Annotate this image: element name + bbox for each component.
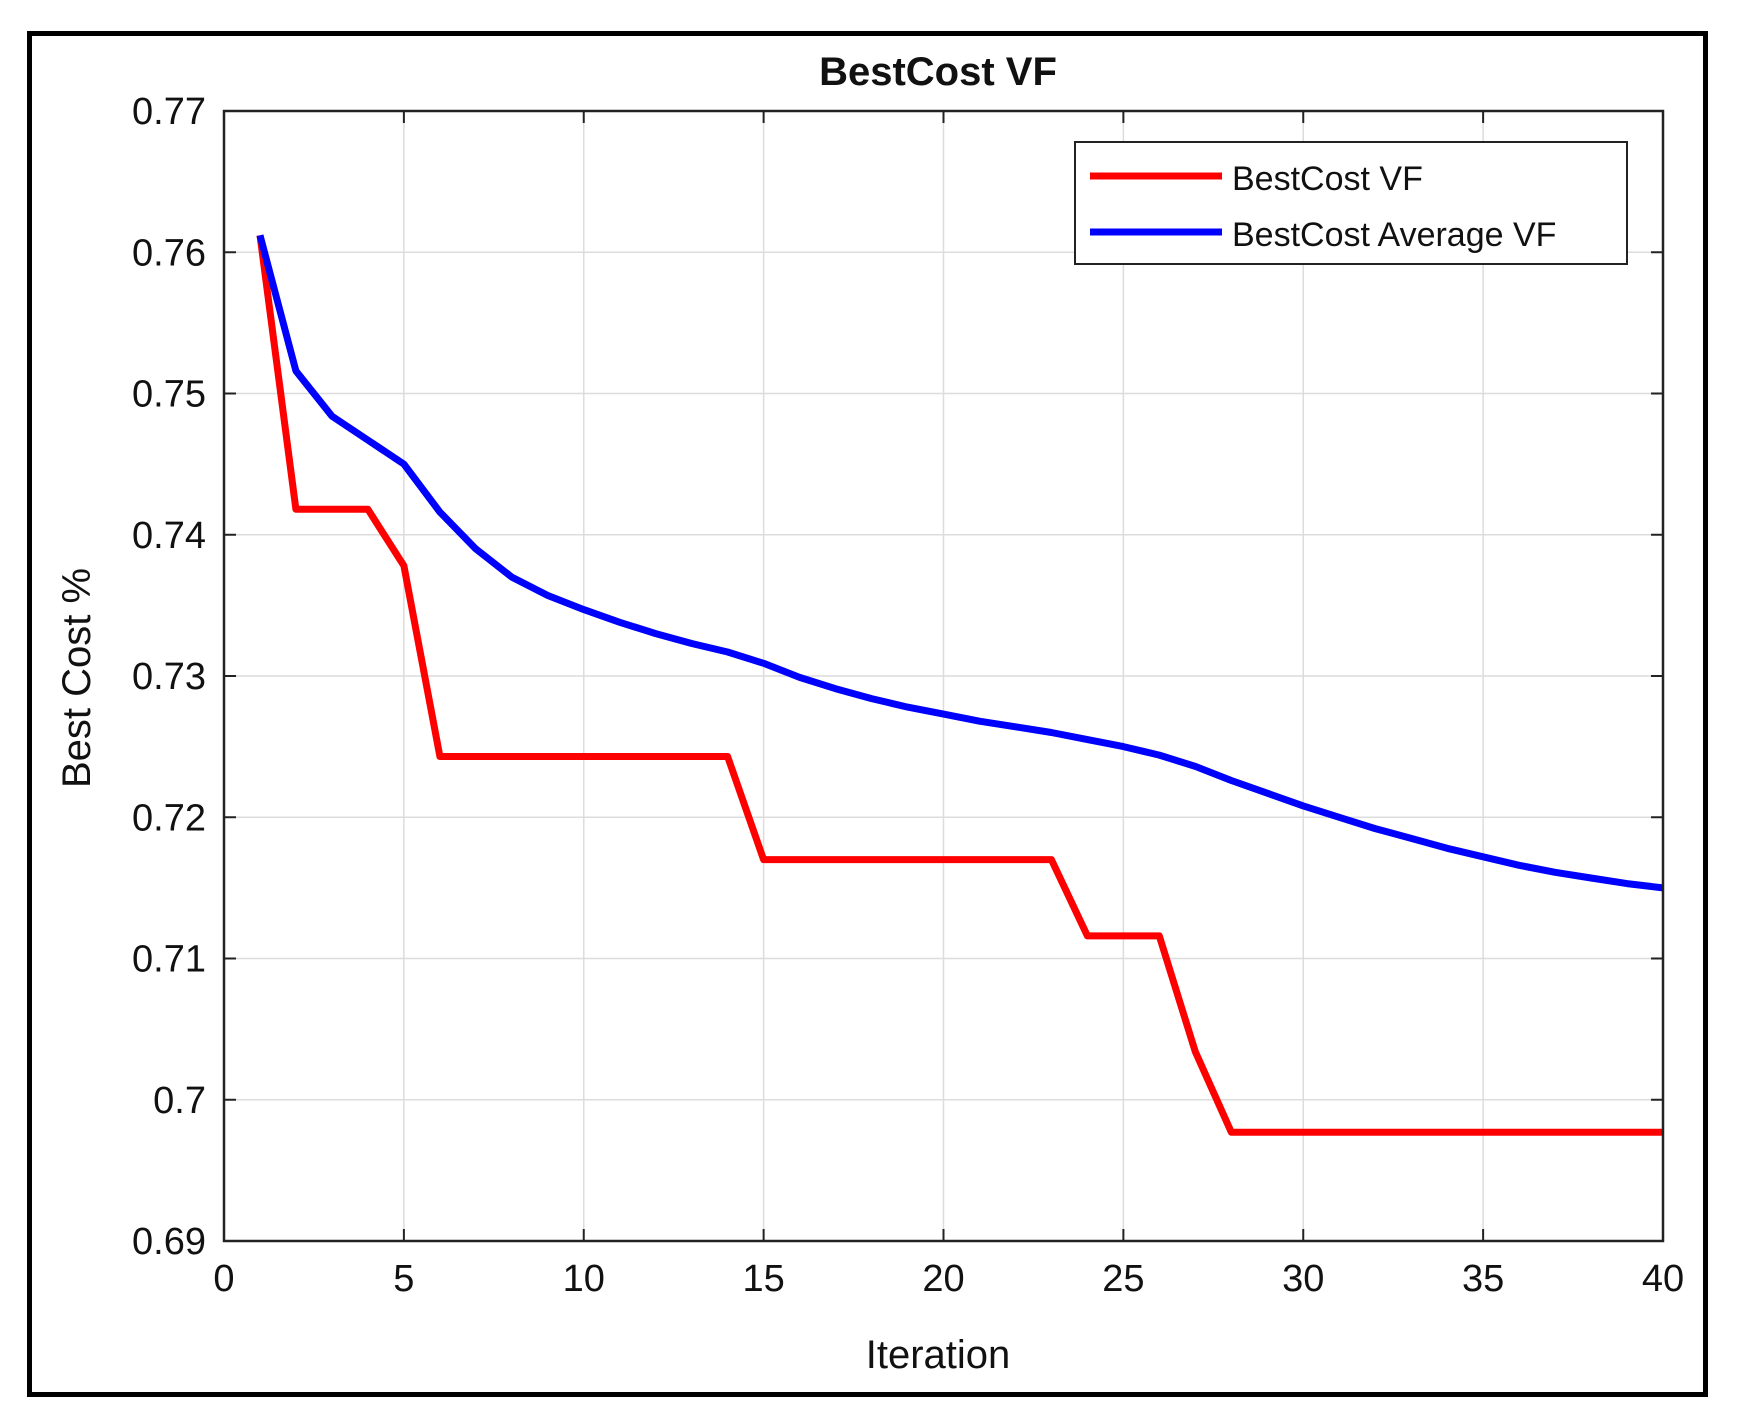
x-tick-label: 40	[1642, 1258, 1684, 1300]
y-axis-label: Best Cost %	[55, 568, 99, 788]
x-tick-label: 5	[393, 1258, 414, 1300]
x-tick-label: 20	[922, 1258, 964, 1300]
x-tick-label: 30	[1282, 1258, 1324, 1300]
x-tick-label: 15	[742, 1258, 784, 1300]
grid-layer	[223, 110, 1664, 1242]
y-tick-label: 0.72	[132, 797, 206, 839]
chart-title: BestCost VF	[819, 50, 1057, 94]
x-tick-label: 10	[563, 1258, 605, 1300]
x-tick-label: 25	[1102, 1258, 1144, 1300]
x-axis-label: Iteration	[866, 1333, 1011, 1377]
y-tick-label: 0.74	[132, 515, 206, 557]
ticks-layer: 0 5 10 15 20 25 30 35 40 0.69 0.7 0.71 0.72 0.73 0.74 0…	[132, 91, 1684, 1300]
y-tick-label: 0.69	[132, 1221, 206, 1263]
legend-box	[1074, 141, 1628, 265]
y-tick-label: 0.71	[132, 939, 206, 981]
x-tick-label: 0	[213, 1258, 234, 1300]
y-tick-label: 0.76	[132, 232, 206, 274]
x-tick-label: 35	[1462, 1258, 1504, 1300]
legend-label-bestcost-average-vf: BestCost Average VF	[1232, 216, 1556, 254]
series-layer	[256, 234, 1664, 1136]
legend: BestCost VF BestCost Average VF	[1074, 141, 1628, 265]
y-tick-label: 0.75	[132, 374, 206, 416]
series-line-bestcost-average-vf	[256, 234, 1664, 892]
legend-label-bestcost-vf: BestCost VF	[1232, 160, 1423, 198]
series-line-bestcost-vf	[256, 234, 1663, 1136]
y-tick-label: 0.77	[132, 91, 206, 133]
y-tick-label: 0.7	[153, 1080, 206, 1122]
y-tick-label: 0.73	[132, 656, 206, 698]
